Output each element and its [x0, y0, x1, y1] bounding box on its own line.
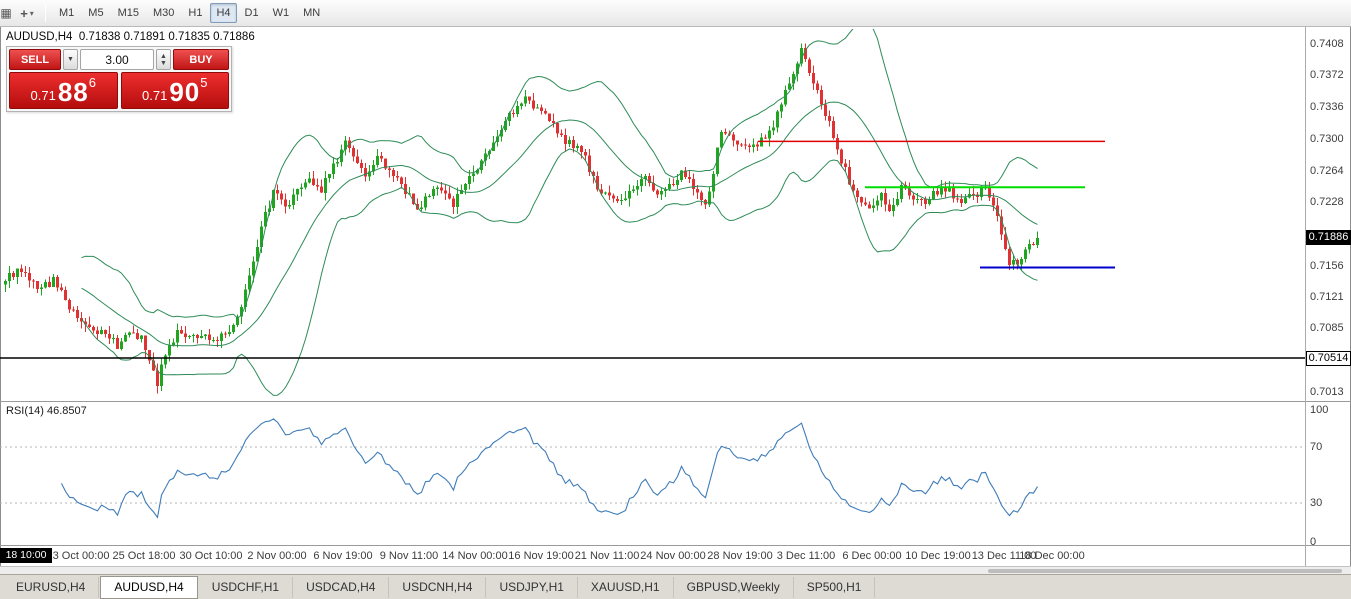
- timeframe-button-m15[interactable]: M15: [117, 7, 139, 19]
- price-axis-label: 0.7264: [1310, 165, 1344, 177]
- timeframe-button-m1[interactable]: M1: [59, 7, 75, 19]
- one-click-trading-panel: SELL ▼ ▲▼ BUY 0.71 88 6 0.71 90 5: [6, 46, 232, 112]
- level-price-badge: 0.70514: [1306, 351, 1351, 366]
- price-axis-label: 0.7156: [1310, 260, 1344, 272]
- time-axis-label: 3 Dec 11:00: [776, 550, 836, 562]
- timeframe-buttons: M1 M5 M15 M30 H1 H4 D1 W1 MN: [52, 3, 327, 23]
- time-axis-label: 28 Nov 19:00: [707, 550, 773, 562]
- timeframe-button-mn[interactable]: MN: [303, 7, 321, 19]
- scrollbar-thumb[interactable]: [988, 569, 1342, 573]
- indicator-pane-divider[interactable]: [0, 401, 1351, 402]
- price-axis-label: 0.7085: [1310, 322, 1344, 334]
- tab-usdchf-h1[interactable]: USDCHF,H1: [199, 576, 294, 598]
- volume-spinner[interactable]: ▲ ▼: [156, 49, 171, 70]
- tab-gbpusd-weekly[interactable]: GBPUSD,Weekly: [674, 576, 794, 598]
- toolbar-separator: [45, 4, 46, 22]
- ask-price-big: 90: [169, 77, 201, 107]
- bid-price-small: 0.71: [30, 88, 56, 103]
- time-axis-label: 6 Nov 19:00: [313, 550, 373, 562]
- tab-usdjpy-h1[interactable]: USDJPY,H1: [486, 576, 578, 598]
- bollinger-upper: [81, 29, 1038, 319]
- price-axis-border: [1305, 27, 1306, 566]
- price-axis-label: 0.7228: [1310, 196, 1344, 208]
- rsi-line: [61, 418, 1038, 519]
- price-axis-label: 0.7372: [1310, 69, 1344, 81]
- tab-xauusd-h1[interactable]: XAUUSD,H1: [578, 576, 674, 598]
- time-axis-label: 21 Nov 11:00: [574, 550, 640, 562]
- rsi-axis-label: 0: [1310, 536, 1317, 548]
- sell-price-display[interactable]: 0.71 88 6: [9, 72, 118, 109]
- rsi-indicator-pane: [0, 418, 1305, 519]
- timeframe-button-d1[interactable]: D1: [244, 7, 259, 19]
- chevron-down-icon: ▼: [160, 59, 167, 67]
- chevron-down-icon: ▼: [67, 56, 74, 63]
- time-axis-label: 18 Dec 00:00: [1019, 550, 1085, 562]
- clipped-toolbar-icon[interactable]: ▦: [0, 6, 12, 20]
- price-axis-label: 0.7336: [1310, 101, 1344, 113]
- toolbar: ▦ + ▾ M1 M5 M15 M30 H1 H4 D1 W1 MN: [0, 0, 1351, 27]
- buy-price-display[interactable]: 0.71 90 5: [120, 72, 229, 109]
- time-axis-label: 23 Oct 00:00: [46, 550, 110, 562]
- tab-sp500-h1[interactable]: SP500,H1: [794, 576, 876, 598]
- time-axis-label: 30 Oct 10:00: [179, 550, 243, 562]
- candles-down: [12, 43, 1035, 394]
- time-badge: 18 10:00: [0, 548, 52, 563]
- time-axis-label: 10 Dec 19:00: [905, 550, 971, 562]
- tab-eurusd-h4[interactable]: EURUSD,H4: [3, 576, 100, 598]
- chart-info-line: AUDUSD,H4 0.71838 0.71891 0.71835 0.7188…: [6, 31, 255, 43]
- chevron-up-icon: ▲: [160, 52, 167, 60]
- time-axis-label: 14 Nov 00:00: [442, 550, 508, 562]
- bollinger-lower: [81, 148, 1038, 396]
- crosshair-icon: +: [20, 5, 28, 21]
- chevron-down-icon: ▾: [29, 8, 34, 18]
- rsi-axis-label: 100: [1310, 404, 1329, 416]
- timeframe-button-h1[interactable]: H1: [188, 7, 203, 19]
- timeframe-button-h4[interactable]: H4: [210, 3, 237, 23]
- ask-price-pip: 5: [200, 75, 208, 90]
- price-axis-label: 0.7013: [1310, 386, 1344, 398]
- time-axis-label: 9 Nov 11:00: [379, 550, 439, 562]
- time-axis-label: 6 Dec 00:00: [842, 550, 902, 562]
- time-axis-label: 24 Nov 00:00: [640, 550, 706, 562]
- timeframe-button-m30[interactable]: M30: [152, 7, 175, 19]
- time-axis-label: 16 Nov 19:00: [508, 550, 574, 562]
- time-axis-label: 13 Dec 11:00: [971, 550, 1037, 562]
- timeframe-button-m5[interactable]: M5: [88, 7, 104, 19]
- price-axis-label: 0.7408: [1310, 38, 1344, 50]
- buy-button[interactable]: BUY: [173, 49, 229, 70]
- price-axis-label: 0.7300: [1310, 133, 1344, 145]
- bid-price-pip: 6: [88, 75, 96, 90]
- tab-usdcnh-h4[interactable]: USDCNH,H4: [389, 576, 487, 598]
- volume-dropdown-button[interactable]: ▼: [63, 49, 78, 70]
- timeframe-button-w1[interactable]: W1: [272, 7, 290, 19]
- chart-tabs-bar: EURUSD,H4 AUDUSD,H4 USDCHF,H1 USDCAD,H4 USDC…: [0, 574, 1351, 599]
- rsi-axis-label: 70: [1310, 441, 1323, 453]
- volume-input[interactable]: [80, 49, 154, 70]
- tab-audusd-h4[interactable]: AUDUSD,H4: [100, 575, 198, 599]
- time-axis-label: 25 Oct 18:00: [112, 550, 176, 562]
- horizontal-scrollbar[interactable]: [0, 566, 1351, 574]
- bollinger-middle: [81, 101, 1038, 347]
- rsi-axis-label: 30: [1310, 497, 1323, 509]
- price-axis-label: 0.7121: [1310, 291, 1344, 303]
- bid-price-big: 88: [57, 77, 89, 107]
- ask-price-small: 0.71: [142, 88, 168, 103]
- sell-button[interactable]: SELL: [9, 49, 61, 70]
- candlestick-chart: [0, 29, 1305, 396]
- current-price-badge: 0.71886: [1306, 230, 1351, 245]
- time-axis-label: 2 Nov 00:00: [247, 550, 307, 562]
- rsi-label: RSI(14) 46.8507: [6, 405, 87, 417]
- crosshair-tool-icon[interactable]: + ▾: [15, 3, 39, 23]
- time-axis-divider: [0, 545, 1351, 546]
- tab-usdcad-h4[interactable]: USDCAD,H4: [293, 576, 390, 598]
